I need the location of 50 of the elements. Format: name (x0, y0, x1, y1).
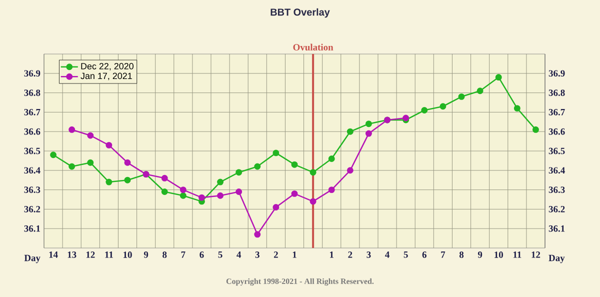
y2-tick-label: 36.5 (548, 148, 565, 154)
y-tick-label: 36.9 (24, 70, 40, 77)
x-tick-label: 8 (162, 252, 167, 258)
x-tick-label: 11 (513, 252, 522, 258)
x-tick-label: 7 (181, 252, 186, 258)
chart-title: BBT Overlay (270, 8, 330, 18)
y2-tick-label: 36.2 (548, 206, 565, 212)
x-tick-label: 7 (441, 252, 446, 258)
x-tick-label: 9 (478, 252, 482, 258)
legend-label: Jan 17, 2021 (80, 72, 132, 80)
x-tick-label: 8 (459, 252, 464, 258)
x-tick-label: 14 (49, 252, 58, 258)
x-tick-label: 5 (404, 252, 408, 258)
x-tick-label: 6 (200, 252, 204, 258)
x-tick-label: 3 (366, 252, 371, 258)
y2-tick-label: 36.4 (548, 167, 565, 174)
ref-line-label: Ovulation (293, 44, 334, 50)
x-tick-label: 2 (274, 252, 278, 258)
x-tick-label: 4 (236, 252, 242, 258)
x-tick-label: 1 (330, 252, 334, 258)
y-tick-label: 36.7 (24, 109, 40, 116)
x-tick-label: 5 (218, 252, 222, 258)
y-tick-label: 36.8 (24, 90, 40, 96)
y2-tick-label: 36.8 (548, 90, 565, 96)
y-tick-label: 36.6 (24, 128, 40, 135)
x-tick-label: 3 (255, 252, 260, 258)
y2-tick-label: 36.1 (548, 225, 565, 232)
x-tick-label: 11 (105, 252, 113, 258)
x-tick-label: 12 (86, 252, 95, 258)
y2-tick-label: 36.6 (548, 128, 565, 135)
x-tick-label: 10 (124, 252, 132, 258)
y2-tick-label: 36.9 (548, 70, 565, 77)
x-axis-title: Day (24, 254, 40, 264)
x-tick-label: 2 (348, 252, 352, 258)
y-tick-label: 36.2 (24, 206, 40, 212)
y-tick-label: 36.3 (24, 186, 40, 194)
legend-label: Dec 22, 2020 (81, 63, 134, 70)
y2-tick-label: 36.3 (548, 186, 565, 194)
x-tick-label: 6 (422, 252, 426, 258)
y-tick-label: 36.5 (24, 148, 40, 154)
x-tick-label: 12 (532, 252, 540, 258)
y-tick-label: 36.1 (24, 225, 40, 232)
x-tick-label: 10 (494, 252, 503, 258)
x-tick-label: 4 (385, 252, 390, 258)
y-tick-label: 36.4 (24, 167, 40, 174)
x-tick-label: 1 (292, 252, 296, 258)
x-tick-label: 13 (68, 252, 76, 258)
text: Day (548, 254, 565, 264)
x-tick-label: 9 (144, 252, 148, 258)
y2-tick-label: 36.7 (548, 109, 565, 116)
